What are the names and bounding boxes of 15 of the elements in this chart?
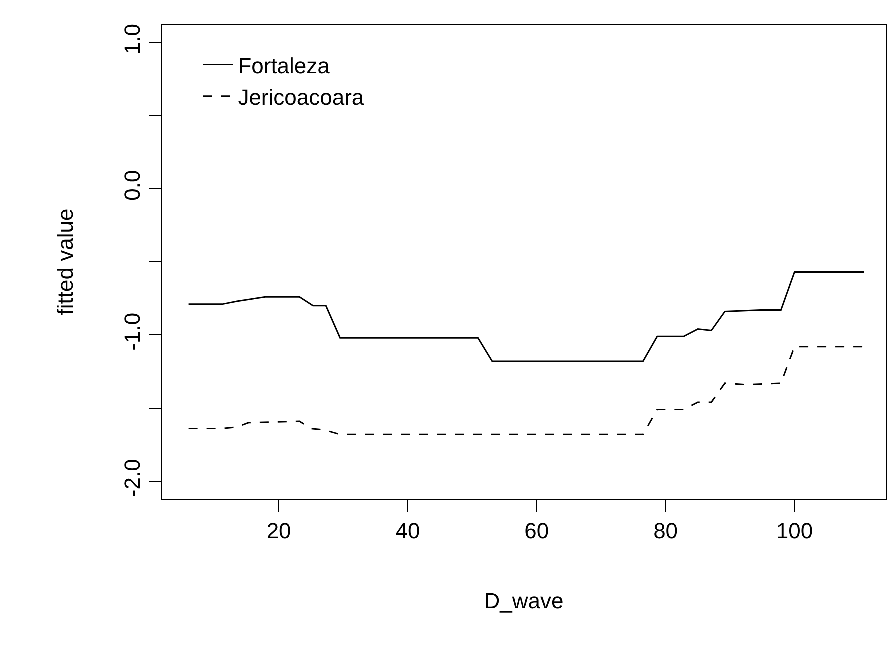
y-axis-title: fitted value <box>53 208 78 316</box>
legend-label: Jericoacoara <box>238 84 365 110</box>
legend-label: Fortaleza <box>238 53 331 78</box>
line-series <box>188 346 866 436</box>
x-tick-label: 20 <box>266 518 292 544</box>
y-tick-label: 0.0 <box>120 170 146 201</box>
x-tick-label: 80 <box>654 518 678 544</box>
x-tick-label: 40 <box>396 518 420 544</box>
y-tick-label: -1.0 <box>120 312 146 351</box>
x-tick-label: 100 <box>776 518 814 544</box>
y-tick-label: -2.0 <box>120 459 146 498</box>
y-tick-label: 1.0 <box>120 24 146 55</box>
x-axis-title: D_wave <box>484 588 564 614</box>
x-tick-label: 60 <box>524 518 550 544</box>
line-series <box>188 271 866 362</box>
